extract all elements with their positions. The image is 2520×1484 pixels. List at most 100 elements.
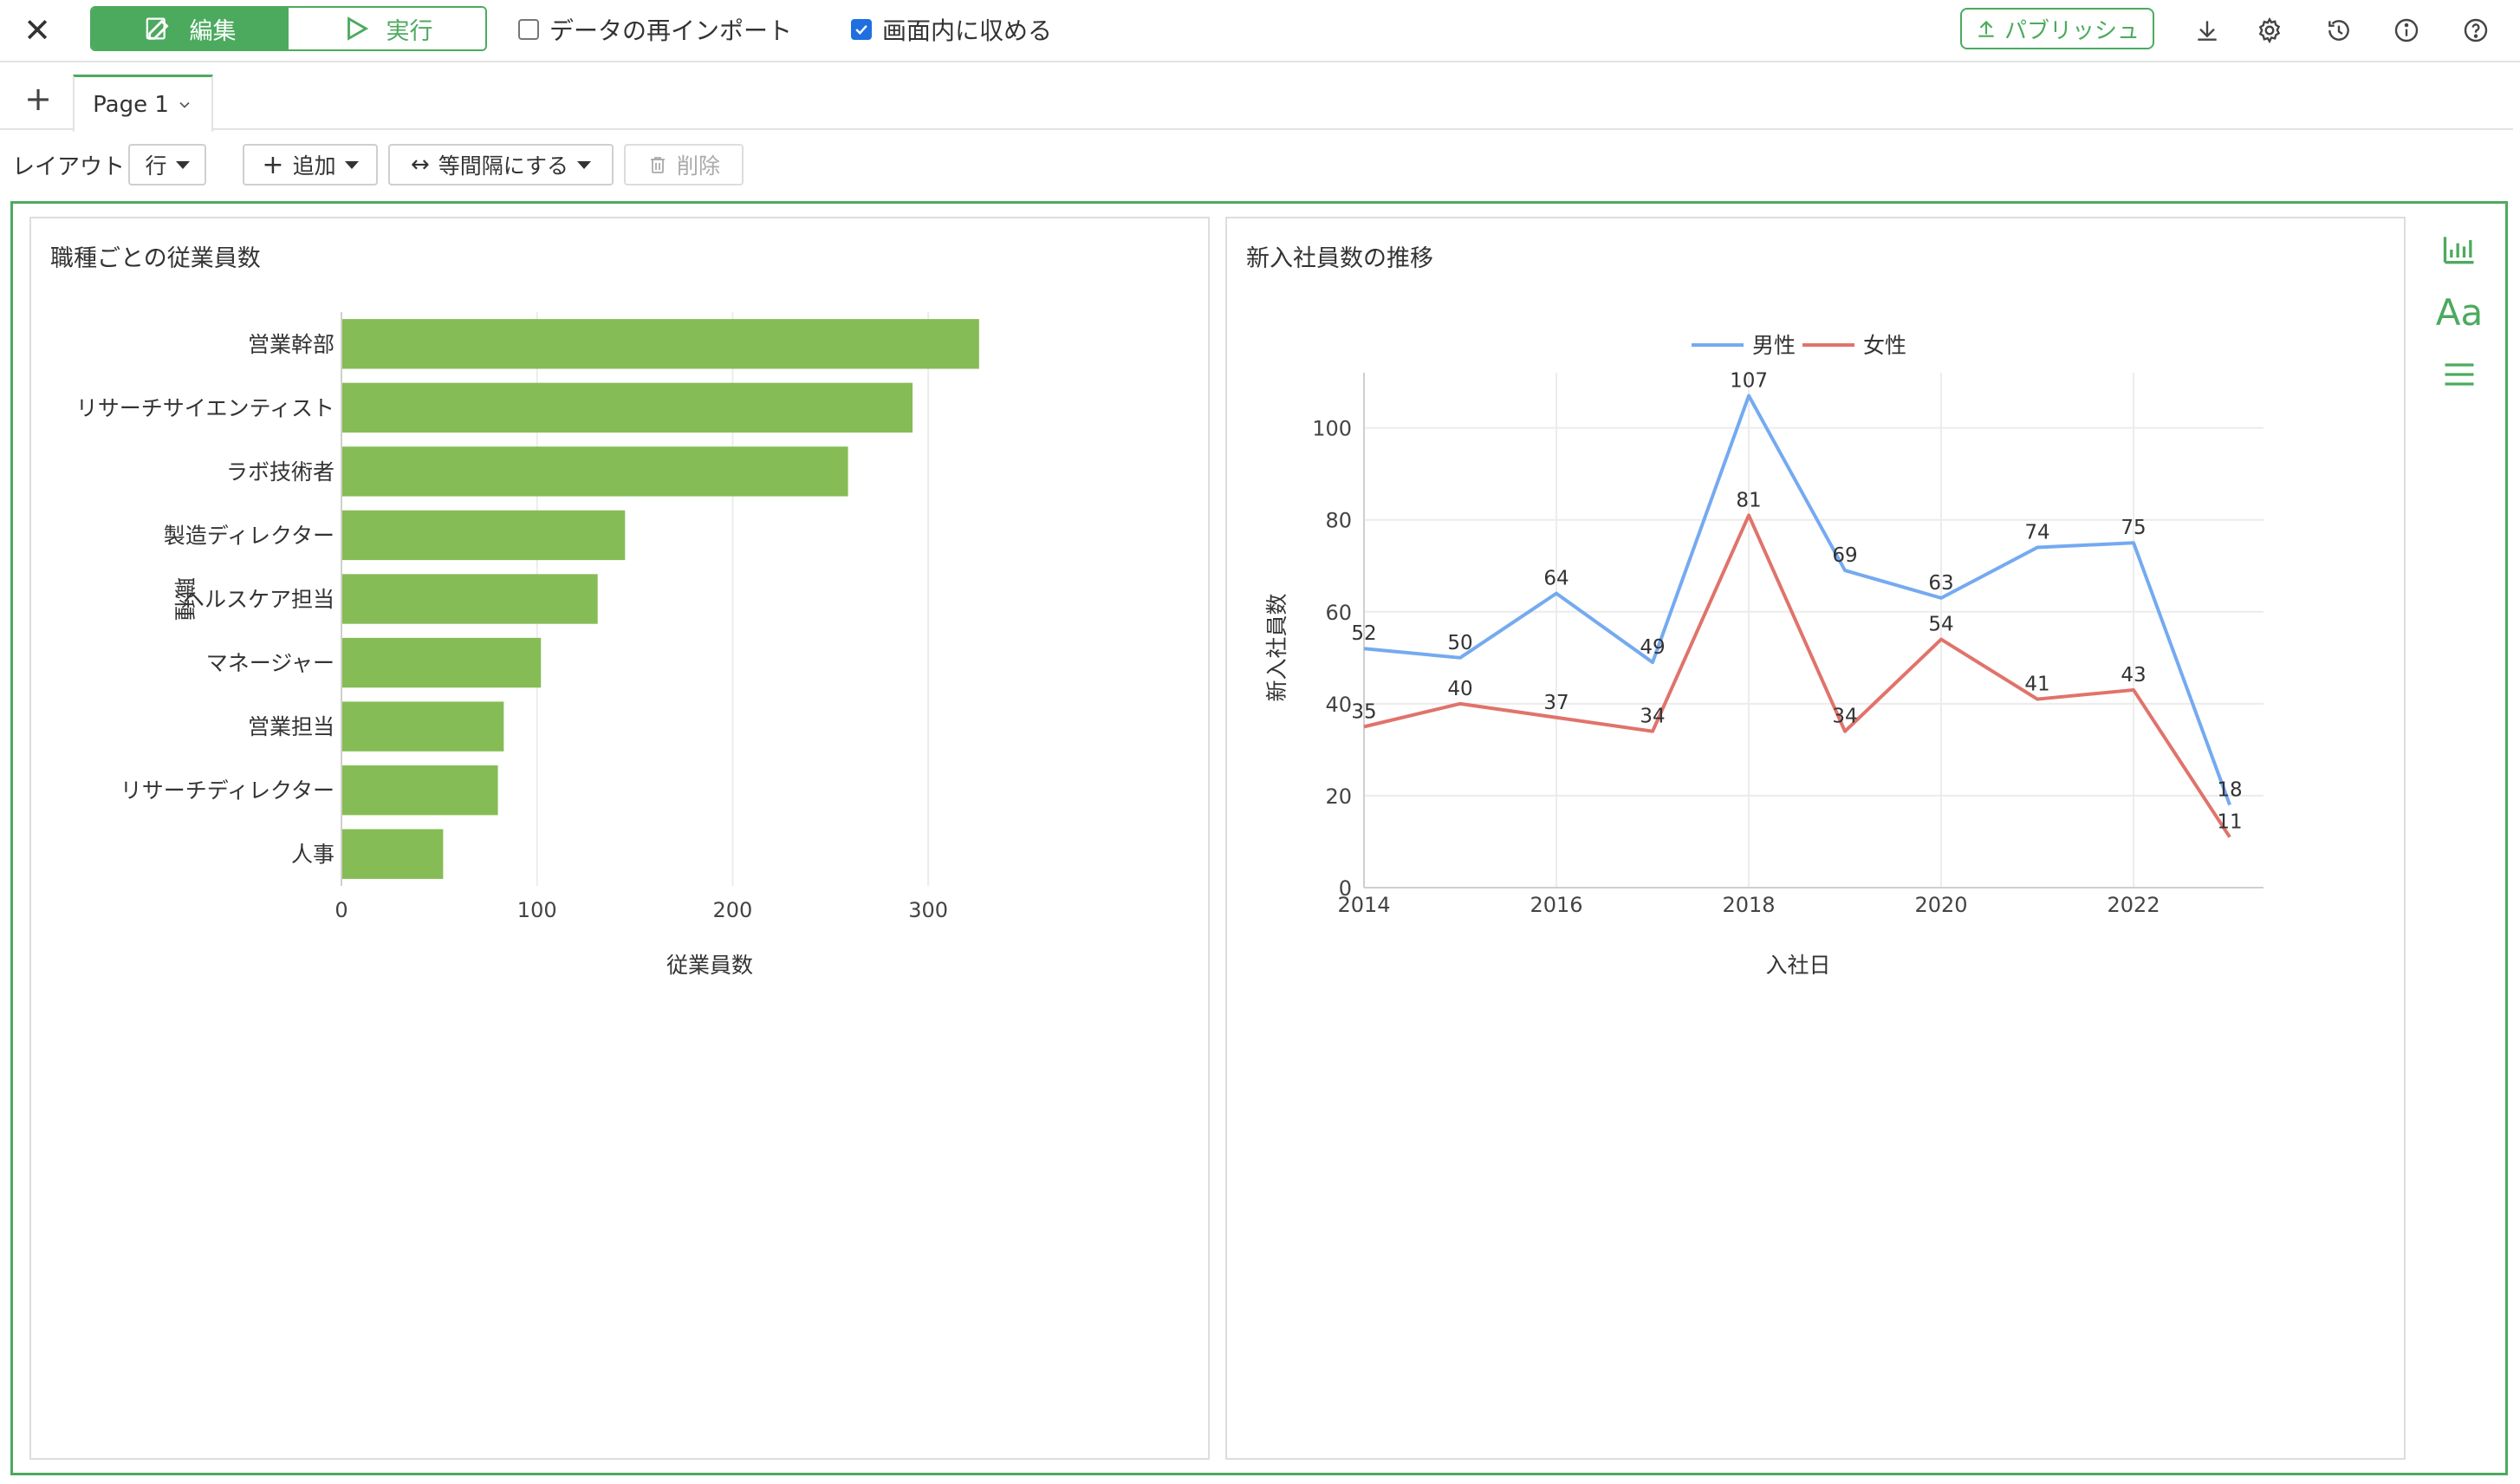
line-chart-x-axis-label: 入社日 [1765, 953, 1830, 978]
line-chart-x-tick: 2022 [2108, 893, 2160, 917]
bar-chart-icon[interactable] [2435, 225, 2484, 274]
line-chart-data-label: 74 [2024, 522, 2049, 544]
line-chart-x-tick: 2014 [1337, 893, 1390, 917]
bar-chart-x-axis-label: 従業員数 [666, 953, 753, 978]
bar-chart-bar[interactable] [341, 446, 848, 497]
bar-chart-bar[interactable] [341, 319, 979, 369]
publish-label: パブリッシュ [2004, 17, 2140, 44]
download-icon[interactable] [2191, 14, 2224, 47]
play-icon [347, 16, 368, 41]
bar-chart-bar[interactable] [341, 637, 542, 688]
line-chart-x-tick: 2020 [1915, 893, 1968, 917]
layout-select-value: 行 [145, 153, 167, 179]
layout-select[interactable]: 行 [128, 144, 206, 186]
delete-label: 削除 [676, 153, 720, 179]
bar-chart-title: 職種ごとの従業員数 [50, 245, 261, 272]
bar-chart-x-tick: 0 [334, 898, 347, 922]
bar-chart: 0 100 200 300 営業幹部リサーチサイエンティストラボ技術者製造ディレクターヘ… [76, 312, 979, 978]
line-chart-data-label: 37 [1543, 692, 1569, 714]
bar-chart-bar[interactable] [341, 574, 598, 624]
add-component-label: 追加 [292, 153, 336, 179]
line-chart-x-tick: 2016 [1530, 893, 1582, 917]
add-page-button[interactable]: + [24, 80, 52, 118]
line-chart-data-label: 41 [2024, 674, 2049, 696]
delete-button[interactable]: 削除 [624, 144, 744, 186]
bar-chart-category-label: ラボ技術者 [226, 459, 334, 485]
page-tab-label: Page 1 [93, 91, 169, 118]
line-chart-data-label: 52 [1351, 622, 1376, 645]
mode-toggle: 編集 実行 [90, 6, 487, 51]
bar-chart-category-label: ヘルスケア担当 [183, 587, 334, 612]
line-chart-y-tick: 80 [1325, 509, 1352, 533]
distribute-evenly-label: 等間隔にする [438, 153, 569, 179]
bar-chart-category-label: 人事 [291, 842, 334, 867]
line-chart-series-0[interactable] [1363, 394, 2231, 806]
help-icon[interactable] [2459, 14, 2492, 47]
history-icon[interactable] [2322, 14, 2355, 47]
fit-to-screen-label: 画面内に収める [882, 16, 1053, 45]
tab-divider [0, 128, 2513, 130]
bar-chart-y-axis-label: 職種 [172, 577, 197, 621]
gear-icon[interactable] [2253, 14, 2286, 47]
line-chart-title: 新入社員数の推移 [1246, 245, 1433, 272]
add-component-button[interactable]: + 追加 [243, 144, 378, 186]
line-chart-data-label: 18 [2217, 779, 2242, 802]
upload-icon [1978, 20, 1994, 37]
reimport-checkbox-box[interactable] [518, 19, 539, 40]
line-chart-data-label: 34 [1640, 706, 1665, 728]
edit-mode-button[interactable]: 編集 [92, 8, 289, 49]
close-icon[interactable]: ✕ [23, 11, 51, 49]
line-chart-y-axis-label: 新入社員数 [1264, 593, 1289, 701]
publish-button[interactable]: パブリッシュ [1960, 8, 2154, 49]
reimport-label: データの再インポート [549, 16, 793, 45]
text-icon[interactable]: Aa [2435, 290, 2484, 334]
plus-icon: + [262, 149, 284, 180]
line-chart-data-label: 69 [1832, 544, 1857, 567]
line-chart-y-tick: 40 [1325, 693, 1352, 717]
distribute-evenly-button[interactable]: ↔ 等間隔にする [388, 144, 614, 186]
line-chart-x-tick: 2018 [1722, 893, 1775, 917]
line-chart-data-label: 75 [2121, 517, 2146, 539]
line-chart-data-label: 35 [1351, 700, 1376, 723]
horizontal-arrows-icon: ↔ [410, 152, 430, 178]
line-chart-panel[interactable]: 新入社員数の推移 0 20 40 60 80 100 2014 2016 2018 2020 202… [1225, 217, 2406, 1460]
page-tab-bar: + Page 1 [0, 64, 2520, 132]
line-chart-data-label: 43 [2121, 664, 2146, 687]
line-chart-series-1[interactable] [1363, 513, 2231, 838]
caret-down-icon [577, 160, 592, 169]
line-chart-y-tick: 100 [1312, 417, 1352, 441]
bar-chart-category-label: 営業担当 [248, 714, 334, 739]
run-mode-button[interactable]: 実行 [289, 8, 485, 49]
bar-chart-category-label: リサーチサイエンティスト [76, 395, 334, 420]
top-toolbar: ✕ 編集 実行 データの再インポート 画面内に収める [0, 0, 2520, 62]
edit-mode-label: 編集 [189, 17, 237, 45]
legend-label: 男性 [1752, 333, 1796, 358]
bar-chart-x-tick: 300 [908, 898, 948, 922]
line-chart-data-label: 81 [1736, 489, 1761, 511]
checkmark-icon [855, 24, 867, 35]
line-chart-data-label: 107 [1730, 370, 1768, 393]
bar-chart-bar[interactable] [341, 382, 913, 433]
bar-chart-bar[interactable] [341, 829, 444, 879]
bar-chart-category-label: マネージャー [206, 651, 334, 676]
reimport-checkbox[interactable]: データの再インポート [518, 12, 792, 47]
line-chart-data-label: 63 [1928, 572, 1953, 595]
legend-label: 女性 [1863, 333, 1906, 358]
layout-toolbar: レイアウト 行 + 追加 ↔ 等間隔にする 削除 [0, 139, 2520, 191]
bar-chart-panel[interactable]: 職種ごとの従業員数 0 100 200 300 営業幹部 リサーチサイエンティスト ラボ技術… [29, 217, 1210, 1460]
line-chart-data-label: 49 [1640, 636, 1665, 659]
bar-chart-category-label: 製造ディレクター [164, 523, 334, 548]
line-chart-data-label: 34 [1832, 706, 1857, 728]
fit-to-screen-checkbox-box[interactable] [851, 19, 872, 40]
fit-to-screen-checkbox[interactable]: 画面内に収める [851, 12, 1052, 47]
line-chart-y-tick: 0 [1339, 876, 1352, 901]
bar-chart-x-tick: 200 [713, 898, 753, 922]
line-chart-data-label: 54 [1928, 614, 1953, 636]
menu-icon[interactable] [2435, 350, 2484, 399]
component-sidebar: Aa [2435, 225, 2484, 413]
tab-page-1[interactable]: Page 1 [73, 75, 213, 132]
bar-chart-bar[interactable] [341, 701, 504, 752]
bar-chart-bar[interactable] [341, 510, 626, 561]
info-icon[interactable] [2390, 14, 2423, 47]
bar-chart-bar[interactable] [341, 765, 498, 816]
